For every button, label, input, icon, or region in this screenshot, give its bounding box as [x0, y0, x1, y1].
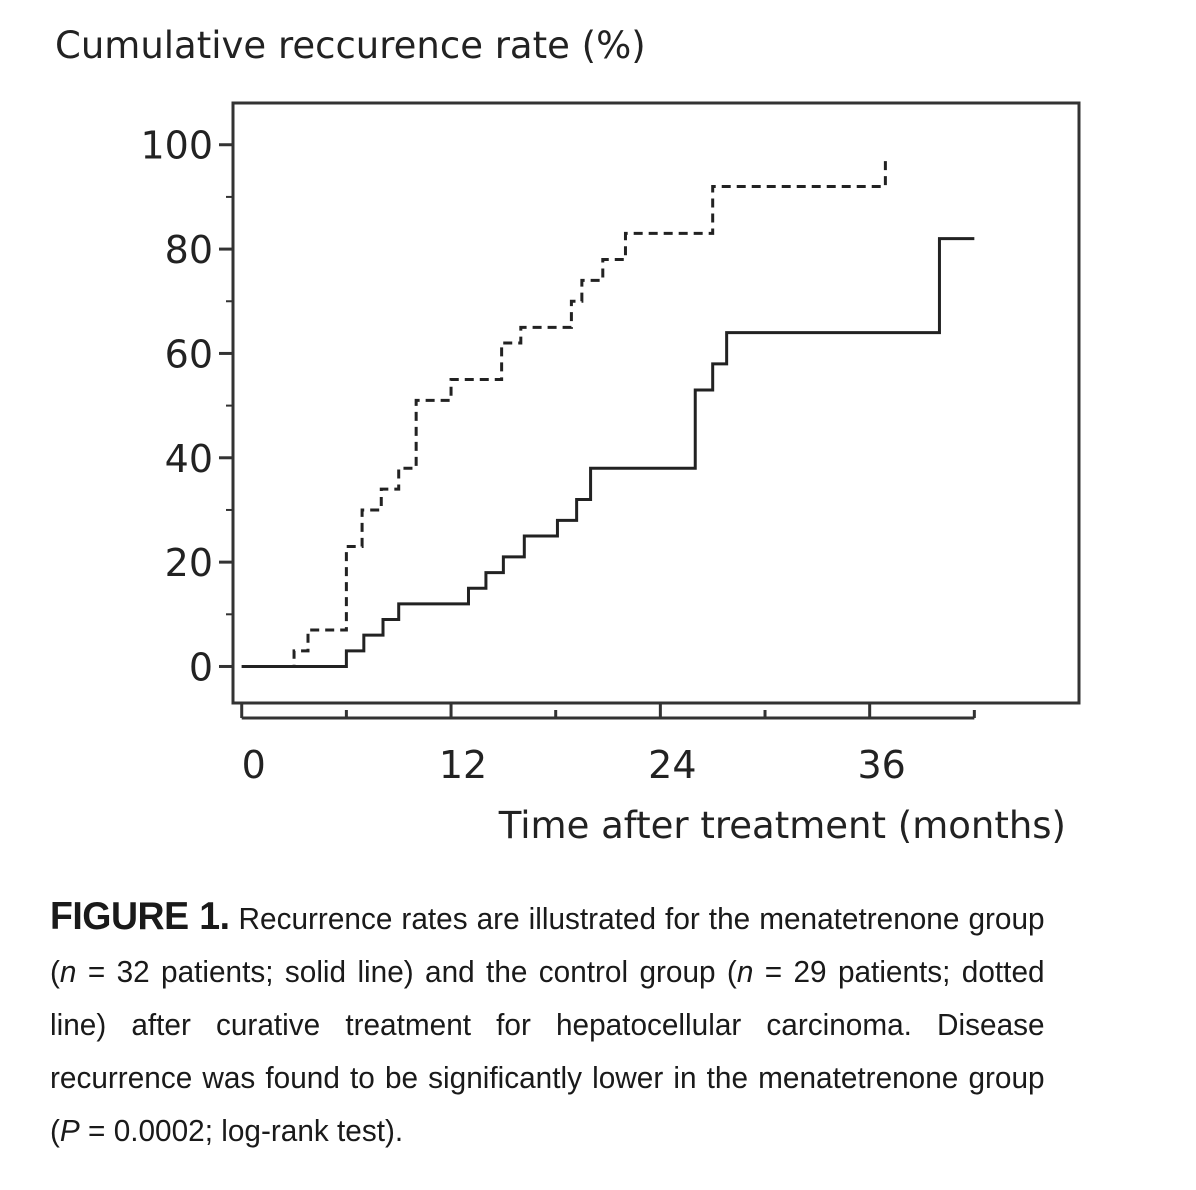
caption-p-value-symbol: P: [59, 1113, 80, 1148]
series-solid-line: [241, 237, 975, 668]
x-axis: 0 12 24 36: [240, 704, 976, 787]
x-tick-label-0: 0: [242, 743, 266, 787]
y-tick-label-80: 80: [165, 228, 213, 272]
figure-label: FIGURE 1.: [50, 895, 230, 938]
figure-caption: FIGURE 1. Recurrence rates are illustrat…: [50, 890, 1045, 1157]
x-tick-label-36: 36: [858, 743, 906, 787]
x-tick-label-12: 12: [439, 743, 487, 787]
caption-text-1: Recurrence rates are illustrated for the…: [50, 901, 1045, 989]
series-layer: [241, 160, 975, 668]
y-tick-label-60: 60: [165, 332, 213, 376]
series-dashed-line: [241, 160, 887, 668]
caption-n-1: n: [59, 954, 77, 989]
x-axis-title: Time after treatment (months): [498, 804, 1066, 847]
plot-frame: [231, 101, 1081, 705]
y-tick-label-0: 0: [189, 645, 213, 689]
caption-text-3: = 29 patients; dotted line) after curati…: [50, 954, 1045, 1148]
caption-n-2: n: [736, 954, 754, 989]
y-tick-label-100: 100: [140, 124, 213, 168]
caption-text-4: = 0.0002; log-rank test).: [79, 1113, 404, 1148]
caption-text-2: = 32 patients; solid line) and the contr…: [76, 954, 737, 989]
y-axis-title: Cumulative reccurence rate (%): [55, 24, 646, 67]
recurrence-chart: Cumulative reccurence rate (%) 0 20 40 60 80…: [55, 24, 1081, 847]
x-tick-label-24: 24: [648, 743, 696, 787]
y-tick-label-40: 40: [165, 437, 213, 481]
y-tick-label-20: 20: [165, 541, 213, 585]
y-axis: 0 20 40 60 80 100: [140, 124, 233, 689]
